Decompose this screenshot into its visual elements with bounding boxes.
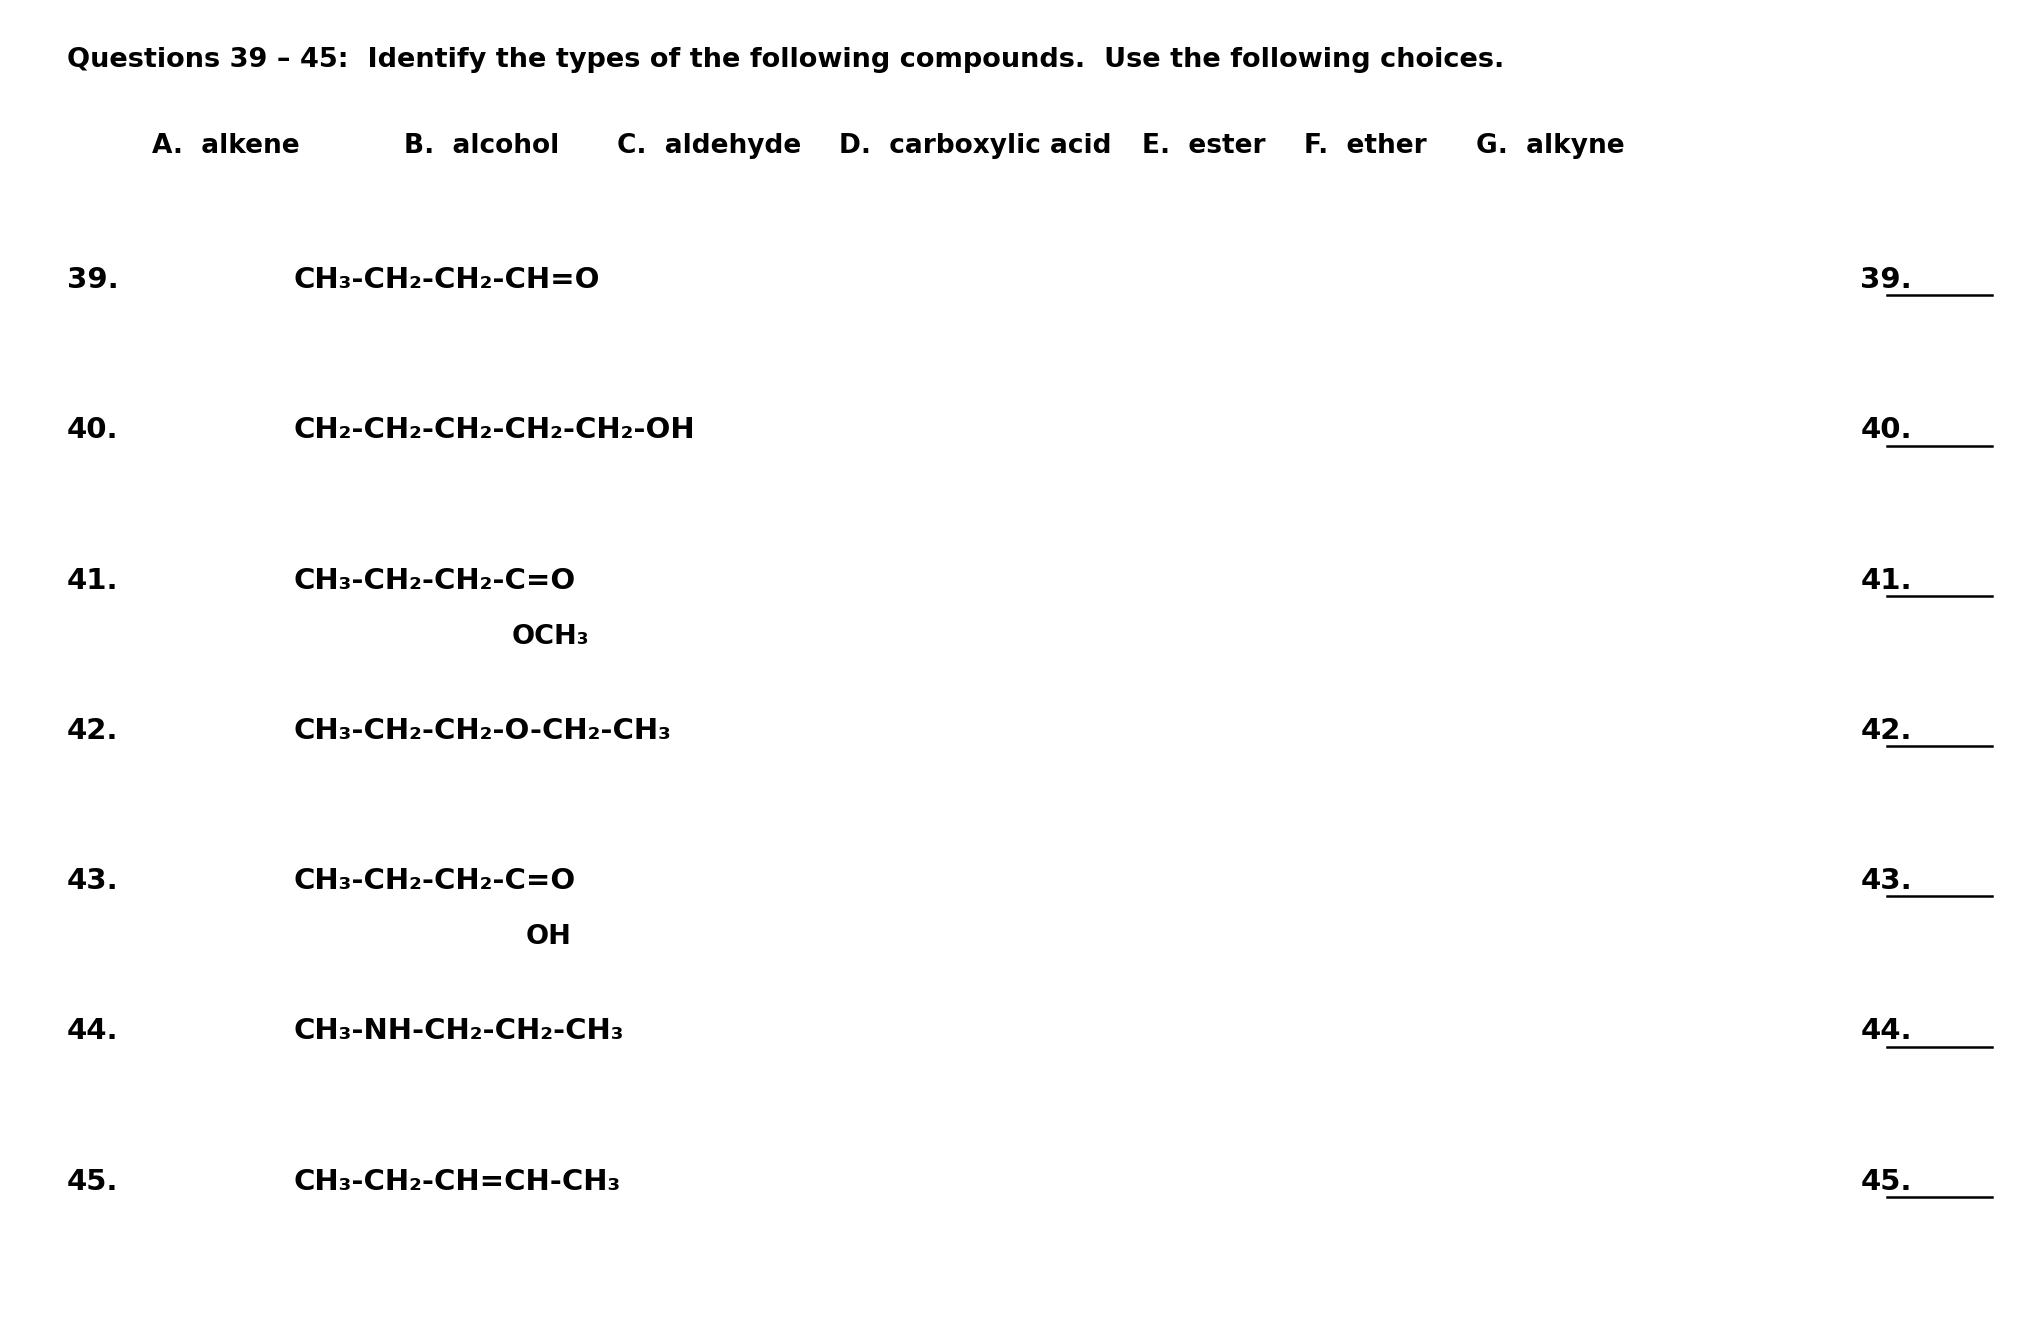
Text: 40.: 40. bbox=[1860, 416, 1913, 444]
Text: 42.: 42. bbox=[1860, 717, 1911, 745]
Text: 39.: 39. bbox=[1860, 266, 1913, 294]
Text: E.  ester: E. ester bbox=[1142, 133, 1266, 160]
Text: OCH₃: OCH₃ bbox=[512, 624, 588, 650]
Text: OH: OH bbox=[526, 924, 572, 951]
Text: 45.: 45. bbox=[67, 1168, 117, 1196]
Text: CH₃-CH₂-CH₂-O-CH₂-CH₃: CH₃-CH₂-CH₂-O-CH₂-CH₃ bbox=[293, 717, 671, 745]
Text: 45.: 45. bbox=[1860, 1168, 1911, 1196]
Text: A.  alkene: A. alkene bbox=[152, 133, 299, 160]
Text: 44.: 44. bbox=[67, 1017, 119, 1045]
Text: F.  ether: F. ether bbox=[1304, 133, 1428, 160]
Text: 41.: 41. bbox=[1860, 567, 1913, 595]
Text: B.  alcohol: B. alcohol bbox=[404, 133, 560, 160]
Text: 44.: 44. bbox=[1860, 1017, 1913, 1045]
Text: 40.: 40. bbox=[67, 416, 119, 444]
Text: CH₃-NH-CH₂-CH₂-CH₃: CH₃-NH-CH₂-CH₂-CH₃ bbox=[293, 1017, 623, 1045]
Text: Questions 39 – 45:  Identify the types of the following compounds.  Use the foll: Questions 39 – 45: Identify the types of… bbox=[67, 47, 1504, 73]
Text: 42.: 42. bbox=[67, 717, 117, 745]
Text: CH₃-CH₂-CH₂-C=O: CH₃-CH₂-CH₂-C=O bbox=[293, 567, 576, 595]
Text: CH₂-CH₂-CH₂-CH₂-CH₂-OH: CH₂-CH₂-CH₂-CH₂-CH₂-OH bbox=[293, 416, 696, 444]
Text: 43.: 43. bbox=[1860, 867, 1913, 895]
Text: 43.: 43. bbox=[67, 867, 119, 895]
Text: C.  aldehyde: C. aldehyde bbox=[617, 133, 801, 160]
Text: G.  alkyne: G. alkyne bbox=[1476, 133, 1626, 160]
Text: CH₃-CH₂-CH₂-C=O: CH₃-CH₂-CH₂-C=O bbox=[293, 867, 576, 895]
Text: 39.: 39. bbox=[67, 266, 119, 294]
Text: D.  carboxylic acid: D. carboxylic acid bbox=[839, 133, 1112, 160]
Text: CH₃-CH₂-CH=CH-CH₃: CH₃-CH₂-CH=CH-CH₃ bbox=[293, 1168, 621, 1196]
Text: 41.: 41. bbox=[67, 567, 119, 595]
Text: CH₃-CH₂-CH₂-CH=O: CH₃-CH₂-CH₂-CH=O bbox=[293, 266, 601, 294]
